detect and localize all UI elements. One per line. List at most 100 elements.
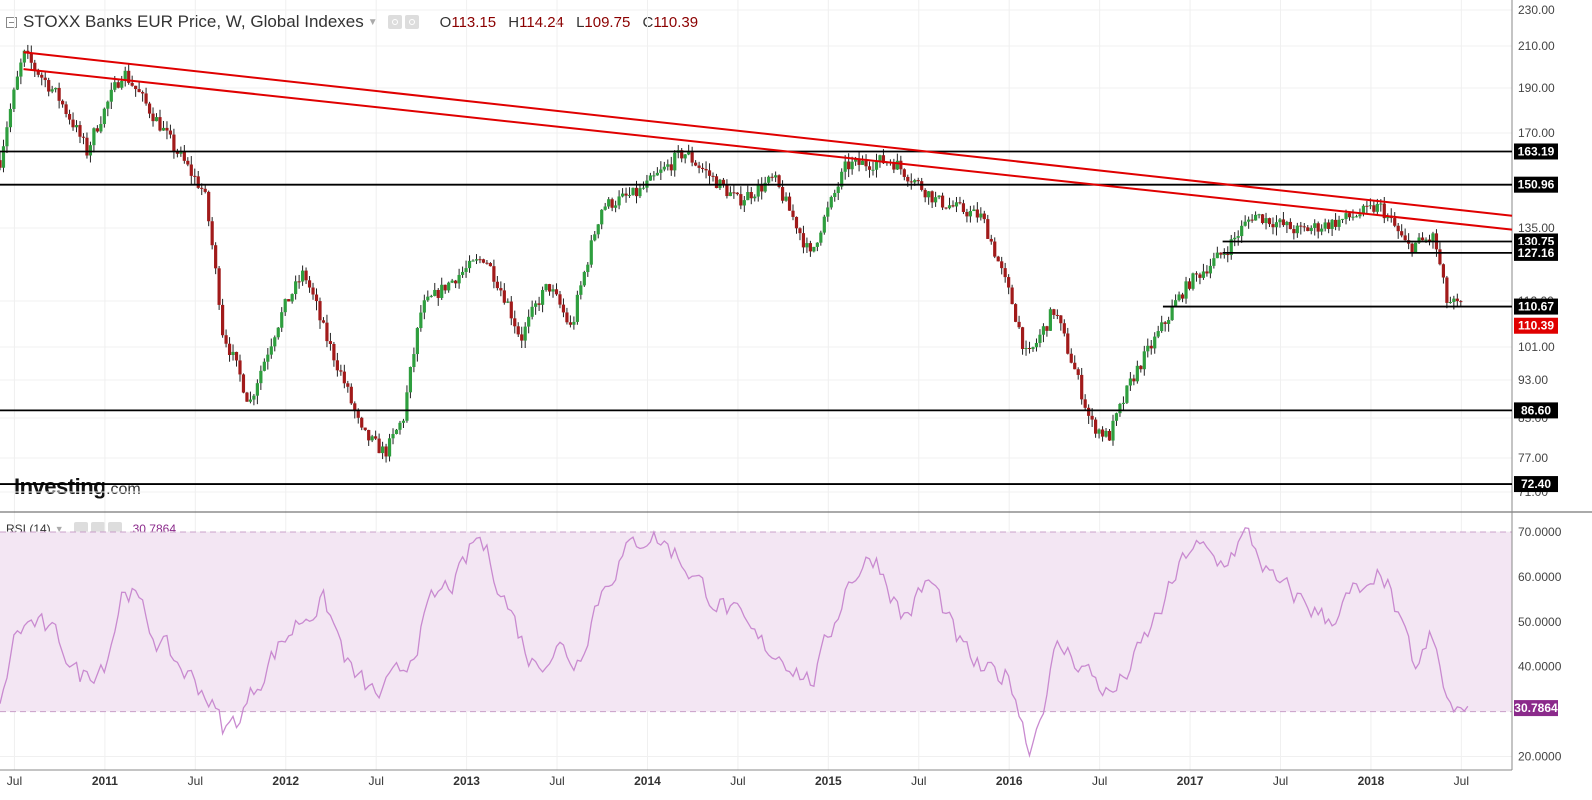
candle-body <box>1431 233 1435 242</box>
candle-body <box>954 202 959 207</box>
candle-body <box>255 383 259 396</box>
candle-body <box>141 92 145 94</box>
candle-body <box>283 299 287 313</box>
candle-body <box>1003 268 1007 278</box>
chevron-down-icon[interactable]: ▼ <box>367 16 378 28</box>
candle-body <box>927 191 931 198</box>
candle-body <box>547 284 552 292</box>
candle-body <box>721 179 726 186</box>
y-tick-label: 135.00 <box>1518 221 1555 235</box>
candle-body <box>1292 229 1296 234</box>
candle-body <box>1052 309 1056 315</box>
candle-body <box>1160 322 1164 332</box>
candle-body <box>906 176 910 182</box>
candle-body <box>367 429 371 441</box>
candle-body <box>1417 237 1421 243</box>
candle-body <box>958 202 962 204</box>
candle-body <box>735 192 739 195</box>
candle-body <box>1066 333 1070 354</box>
candle-body <box>1438 249 1442 265</box>
candle-body <box>620 193 625 197</box>
level-label-bg <box>1514 298 1558 315</box>
candle-body <box>1187 281 1192 289</box>
candle-body <box>603 206 607 210</box>
candle-body <box>1375 203 1379 212</box>
candle-body <box>314 294 319 302</box>
candle-body <box>1427 239 1432 242</box>
last-price-label: 110.39 <box>1518 319 1554 333</box>
candle-body <box>1062 323 1066 334</box>
candle-body <box>1146 345 1150 352</box>
candle-body <box>1163 322 1167 324</box>
candle-body <box>728 192 733 197</box>
candle-body <box>648 175 653 181</box>
candle-body <box>1309 227 1313 232</box>
candle-body <box>798 228 802 234</box>
candle-body <box>1041 326 1046 335</box>
level-label-bg <box>1514 143 1558 160</box>
candle-body <box>471 260 475 262</box>
candle-body <box>179 151 183 154</box>
candle-body <box>481 259 486 263</box>
candle-body <box>951 205 955 207</box>
candle-body <box>1149 345 1153 349</box>
level-label: 127.16 <box>1518 246 1555 260</box>
x-tick-label: Jul <box>1454 774 1469 788</box>
candle-body <box>1184 281 1188 299</box>
candle-body <box>1191 273 1195 289</box>
candle-body <box>426 296 430 301</box>
candle-body <box>234 351 239 361</box>
open-label: O <box>439 13 452 31</box>
visibility-icon[interactable] <box>387 15 402 29</box>
candle-body <box>1208 265 1212 274</box>
candle-body <box>349 386 353 404</box>
candle-body <box>1274 222 1279 228</box>
candle-body <box>71 119 75 128</box>
candle-body <box>641 187 646 189</box>
candle-body <box>335 360 339 371</box>
candle-body <box>826 207 830 217</box>
candle-body <box>704 168 708 171</box>
candle-body <box>22 50 26 63</box>
candle-body <box>714 176 719 189</box>
candle-body <box>1073 362 1077 370</box>
candle-body <box>930 191 934 203</box>
candle-body <box>47 80 51 92</box>
x-tick-label: 2014 <box>634 774 661 788</box>
candle-body <box>1253 214 1258 221</box>
candle-body <box>600 209 604 225</box>
candle-body <box>1271 224 1275 228</box>
candle-body <box>871 169 875 171</box>
collapse-icon[interactable] <box>6 16 17 28</box>
candle-body <box>116 82 120 88</box>
candle-body <box>220 304 225 336</box>
settings-icon[interactable] <box>404 15 419 29</box>
candle-body <box>1014 304 1018 322</box>
high-label: H <box>508 13 520 31</box>
candle-body <box>1010 287 1014 305</box>
candle-body <box>947 205 952 209</box>
candle-body <box>1313 223 1317 228</box>
candle-body <box>1306 227 1310 232</box>
candle-body <box>1260 214 1265 224</box>
candle-body <box>377 438 381 454</box>
candle-body <box>673 152 677 171</box>
open-value: 113.15 <box>451 13 497 31</box>
candle-body <box>182 151 186 161</box>
candle-body <box>106 101 110 109</box>
chevron-down-icon[interactable]: ▼ <box>54 524 64 534</box>
trendline <box>23 51 1513 217</box>
candle-body <box>259 370 263 384</box>
rsi-tick-label: 70.0000 <box>1518 525 1562 539</box>
candle-body <box>516 326 520 335</box>
candle-body <box>801 233 806 248</box>
candle-body <box>262 361 266 371</box>
candle-body <box>248 399 253 402</box>
candle-body <box>638 188 642 197</box>
candle-body <box>1020 327 1025 349</box>
candle-body <box>412 354 416 367</box>
candle-body <box>311 287 315 295</box>
candle-body <box>996 256 1000 262</box>
x-tick-label: 2012 <box>272 774 299 788</box>
